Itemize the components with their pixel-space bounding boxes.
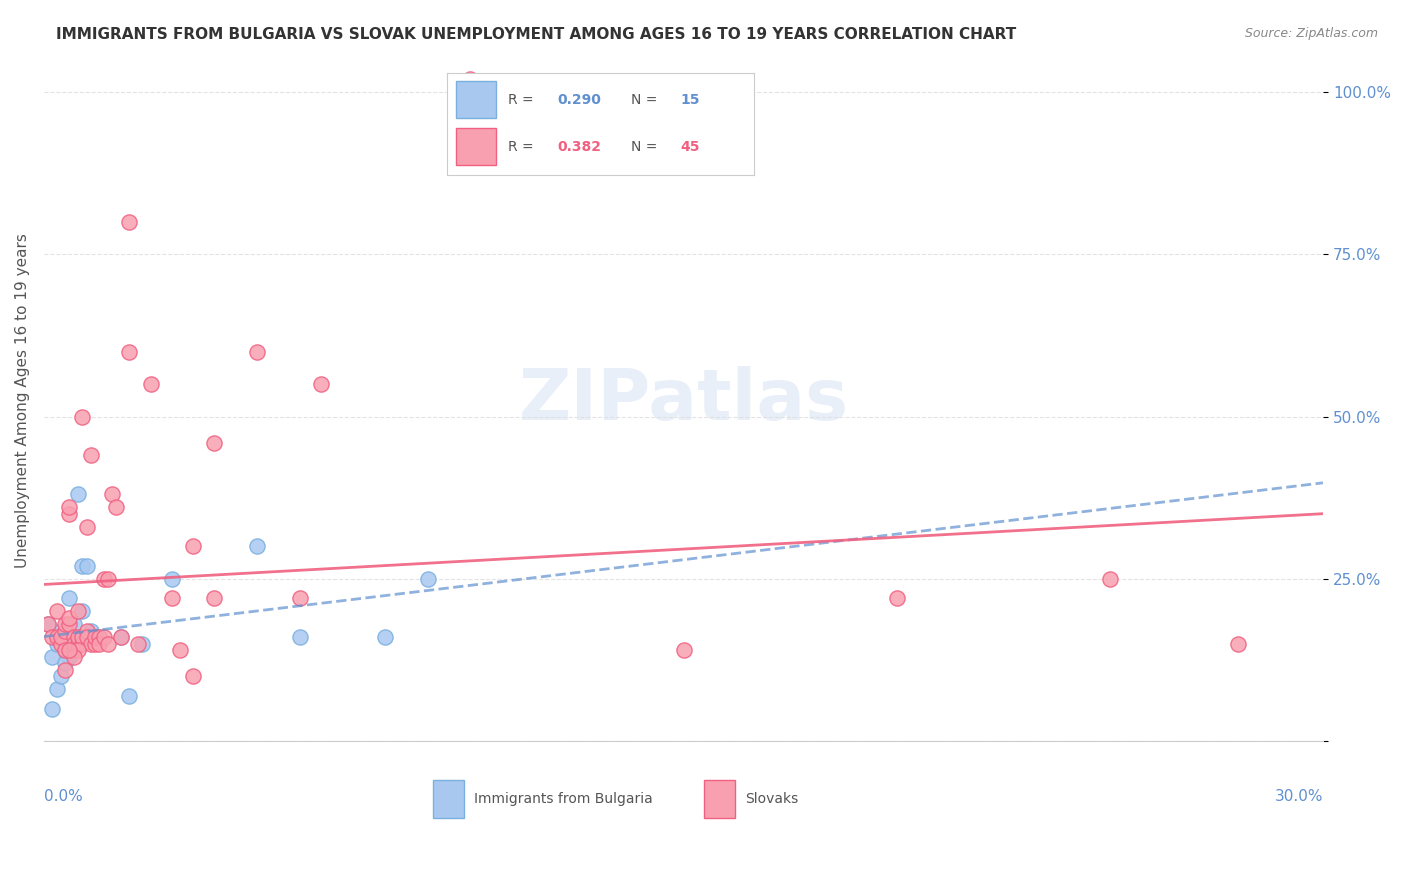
Point: [204, 435, 226, 450]
Point: [80, 637, 103, 651]
Point: [110, 630, 132, 644]
Point: [1227, 637, 1250, 651]
Text: IMMIGRANTS FROM BULGARIA VS SLOVAK UNEMPLOYMENT AMONG AGES 16 TO 19 YEARS CORREL: IMMIGRANTS FROM BULGARIA VS SLOVAK UNEMP…: [56, 27, 1017, 42]
Point: [41, 630, 63, 644]
Point: [66, 604, 89, 618]
Point: [49, 637, 72, 651]
Point: [76, 520, 98, 534]
Point: [76, 630, 98, 644]
Point: [181, 669, 204, 683]
Text: Source: ZipAtlas.com: Source: ZipAtlas.com: [1244, 27, 1378, 40]
Point: [72, 637, 94, 651]
Point: [118, 689, 141, 703]
Point: [288, 630, 311, 644]
Text: 30.0%: 30.0%: [1275, 789, 1323, 804]
Point: [76, 558, 98, 573]
Point: [53, 663, 76, 677]
Point: [49, 669, 72, 683]
Point: [53, 656, 76, 670]
Point: [45, 637, 67, 651]
Point: [309, 377, 332, 392]
Point: [72, 604, 94, 618]
Point: [53, 624, 76, 638]
Point: [1099, 572, 1122, 586]
Point: [72, 630, 94, 644]
Point: [89, 637, 111, 651]
Point: [84, 637, 107, 651]
Point: [58, 617, 80, 632]
Point: [89, 630, 111, 644]
Point: [53, 630, 76, 644]
Point: [62, 637, 84, 651]
Point: [45, 630, 67, 644]
Point: [41, 701, 63, 715]
Point: [37, 617, 59, 632]
Point: [118, 344, 141, 359]
Point: [460, 72, 482, 87]
Point: [97, 637, 120, 651]
Point: [45, 682, 67, 697]
Point: [62, 630, 84, 644]
Point: [886, 591, 908, 606]
Point: [72, 409, 94, 424]
Text: ZIPatlas: ZIPatlas: [519, 366, 849, 434]
Point: [80, 630, 103, 644]
Point: [49, 630, 72, 644]
Point: [66, 630, 89, 644]
Point: [58, 643, 80, 657]
Point: [127, 637, 149, 651]
Point: [41, 649, 63, 664]
Point: [110, 630, 132, 644]
Point: [58, 611, 80, 625]
Point: [246, 540, 269, 554]
Point: [58, 630, 80, 644]
Y-axis label: Unemployment Among Ages 16 to 19 years: Unemployment Among Ages 16 to 19 years: [15, 233, 30, 568]
Point: [66, 643, 89, 657]
Point: [97, 572, 120, 586]
Point: [89, 630, 111, 644]
Point: [160, 591, 183, 606]
Point: [53, 643, 76, 657]
Point: [49, 624, 72, 638]
Point: [80, 624, 103, 638]
Point: [66, 637, 89, 651]
Point: [416, 572, 439, 586]
Point: [72, 558, 94, 573]
Point: [93, 630, 115, 644]
Point: [80, 449, 103, 463]
Point: [53, 643, 76, 657]
Point: [62, 649, 84, 664]
Point: [131, 637, 153, 651]
Point: [93, 572, 115, 586]
Point: [37, 617, 59, 632]
Point: [58, 591, 80, 606]
Point: [246, 344, 269, 359]
Point: [672, 643, 695, 657]
Point: [84, 630, 107, 644]
Point: [62, 637, 84, 651]
Point: [139, 377, 162, 392]
Point: [66, 487, 89, 501]
Point: [53, 617, 76, 632]
Point: [58, 500, 80, 515]
Point: [58, 649, 80, 664]
Point: [58, 507, 80, 521]
Point: [288, 591, 311, 606]
Point: [204, 591, 226, 606]
Point: [105, 500, 128, 515]
Point: [101, 487, 124, 501]
Point: [374, 630, 396, 644]
Point: [160, 572, 183, 586]
Point: [62, 643, 84, 657]
Point: [169, 643, 191, 657]
Point: [181, 540, 204, 554]
Point: [118, 215, 141, 229]
Point: [76, 624, 98, 638]
Point: [45, 604, 67, 618]
Point: [62, 617, 84, 632]
Text: 0.0%: 0.0%: [44, 789, 83, 804]
